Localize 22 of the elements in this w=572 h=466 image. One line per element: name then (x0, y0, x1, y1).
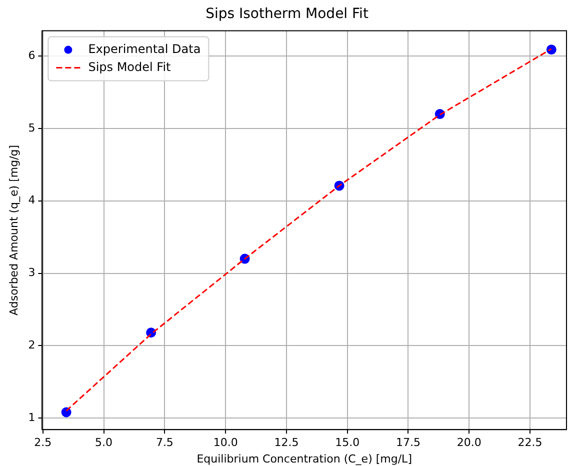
x-tick-label: 12.5 (274, 436, 299, 450)
y-tick-label: 1 (28, 410, 36, 424)
legend-label: Experimental Data (88, 42, 201, 56)
x-tick-label: 17.5 (396, 436, 420, 450)
x-tick-label: 22.5 (518, 436, 542, 450)
x-tick-label: 20.0 (456, 436, 482, 450)
y-tick-label: 2 (28, 338, 36, 352)
y-axis-title: Adsorbed Amount (q_e) [mg/g] (7, 144, 20, 316)
y-tick-label: 5 (28, 121, 36, 134)
point (546, 44, 556, 55)
y-tick-label: 6 (28, 48, 36, 62)
legend-label: Sips Model Fit (88, 60, 172, 74)
y-tick-label: 3 (28, 266, 36, 280)
y-tick-label: 4 (28, 194, 36, 207)
x-tick-label: 15.0 (335, 436, 360, 450)
x-tick-label: 5.0 (95, 436, 113, 450)
x-tick-label: 2.5 (34, 436, 52, 450)
x-tick-label: 7.5 (156, 436, 174, 450)
x-axis-title: Equilibrium Concentration (C_e) [mg/L] (196, 452, 412, 466)
point (61, 407, 72, 418)
x-tick-label: 10.0 (213, 436, 238, 450)
chart-title: Sips Isotherm Model Fit (206, 6, 369, 22)
